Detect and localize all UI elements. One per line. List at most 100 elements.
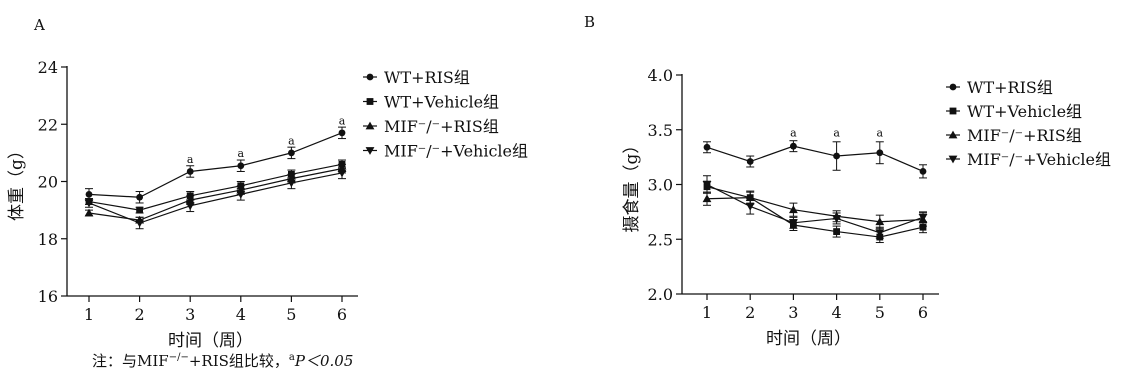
data-point: [832, 215, 841, 223]
panel-label: B: [584, 13, 595, 31]
data-point: [833, 228, 840, 235]
series-line: [706, 186, 924, 238]
x-tick-label: 4: [236, 305, 246, 324]
x-tick-label: 4: [832, 303, 842, 322]
legend-item: MIF⁻/⁻+RIS组: [363, 117, 499, 136]
significance-marker: a: [790, 126, 797, 139]
legend-marker: [949, 83, 957, 91]
y-tick-label: 24: [38, 58, 58, 77]
legend-item: WT+Vehicle组: [363, 93, 499, 112]
y-tick-label: 20: [38, 173, 58, 192]
series-line: [88, 163, 343, 211]
data-point: [703, 143, 711, 151]
data-point: [919, 223, 927, 231]
series-line: [706, 183, 924, 234]
y-tick-label: 2.0: [648, 285, 673, 304]
data-point: [789, 219, 798, 228]
footnote: 注：与MIF−/−+RIS组比较，aP＜0.05: [92, 350, 353, 371]
series-line: [706, 197, 924, 223]
data-point: [875, 229, 885, 238]
significance-marker: a: [187, 153, 194, 166]
x-tick-label: 6: [918, 303, 928, 322]
significance-marker: a: [339, 114, 346, 127]
footnote-middle: +RIS组比较，: [188, 352, 289, 370]
legend-label: WT+Vehicle组: [967, 102, 1082, 121]
legend-label: WT+Vehicle组: [384, 93, 499, 112]
footnote-suffix: P＜0.05: [294, 352, 354, 370]
data-point: [789, 205, 798, 214]
data-point: [236, 190, 246, 199]
y-tick-label: 18: [38, 230, 58, 249]
y-tick-label: 16: [38, 287, 58, 306]
data-point: [918, 213, 928, 222]
legend-marker: [948, 130, 958, 139]
legend-marker: [365, 147, 375, 155]
data-point: [287, 179, 296, 188]
legend-label: MIF⁻/⁻+Vehicle组: [384, 142, 528, 161]
y-tick-label: 3.5: [648, 121, 673, 140]
x-tick-label: 2: [745, 303, 755, 322]
series-4: [702, 175, 928, 239]
y-axis-title: 摄食量（g）: [622, 137, 642, 233]
y-axis-title: 体重（g）: [7, 142, 27, 221]
series-3: [84, 163, 347, 224]
significance-marker: a: [238, 147, 245, 160]
data-point: [875, 217, 885, 226]
legend-item: WT+Vehicle组: [946, 102, 1082, 121]
footnote-prefix: 注：与MIF: [92, 352, 169, 370]
series-1: [703, 140, 927, 179]
data-point: [702, 181, 712, 189]
x-axis-title: 时间（周）: [168, 331, 253, 351]
legend-item: WT+RIS组: [946, 78, 1053, 97]
x-tick-label: 5: [875, 303, 885, 322]
legend-item: MIF⁻/⁻+Vehicle组: [363, 142, 528, 161]
significance-marker: a: [833, 126, 840, 139]
legend-marker: [948, 155, 958, 164]
legend-item: MIF⁻/⁻+RIS组: [946, 126, 1082, 145]
data-point: [186, 168, 194, 175]
data-point: [337, 169, 347, 178]
data-point: [338, 129, 346, 137]
chart-panel-b: B 2.0 2.5 3.0 3.5 4.0 1 2 3 4 5 6 时间（周） 摄食量（g） a a a WT+R…: [584, 13, 1111, 349]
series-line: [88, 172, 343, 224]
data-point: [876, 149, 884, 157]
x-tick-label: 6: [337, 305, 347, 324]
legend-marker: [949, 107, 957, 115]
x-tick-label: 2: [135, 305, 145, 324]
y-tick-label: 4.0: [648, 66, 673, 85]
significance-marker: a: [288, 134, 295, 147]
y-tick-label: 22: [38, 115, 58, 134]
data-point: [702, 194, 712, 203]
data-point: [790, 142, 797, 150]
data-point: [185, 202, 195, 211]
legend-label: WT+RIS组: [967, 78, 1053, 97]
data-point: [237, 162, 245, 170]
y-tick-label: 2.5: [648, 230, 673, 249]
legend-marker: [365, 121, 375, 130]
significance-marker: a: [877, 126, 884, 139]
series-3: [702, 190, 928, 229]
data-point: [288, 149, 295, 157]
chart-panel-a: A 16 18 20 22 24 1 2 3 4 5 6 时间（周） 体重（g） a a a a WT+RIS组 WT…: [7, 16, 528, 351]
x-tick-label: 3: [185, 305, 195, 324]
data-point: [135, 219, 144, 228]
legend-label: MIF⁻/⁻+RIS组: [967, 126, 1082, 145]
x-axis-title: 时间（周）: [766, 329, 851, 349]
data-point: [745, 203, 755, 211]
data-point: [84, 199, 94, 208]
data-point: [136, 193, 144, 201]
series-line: [88, 168, 343, 221]
data-point: [84, 208, 94, 217]
legend-label: MIF⁻/⁻+Vehicle组: [967, 150, 1111, 169]
y-tick-label: 3.0: [648, 176, 673, 195]
data-point: [85, 190, 93, 198]
series-2: [703, 180, 927, 244]
x-tick-label: 3: [788, 303, 798, 322]
series-4: [84, 166, 347, 230]
legend-label: MIF⁻/⁻+RIS组: [384, 117, 499, 136]
data-point: [136, 206, 143, 214]
series-line: [706, 145, 924, 172]
data-point: [919, 167, 927, 175]
legend-marker: [366, 73, 374, 81]
